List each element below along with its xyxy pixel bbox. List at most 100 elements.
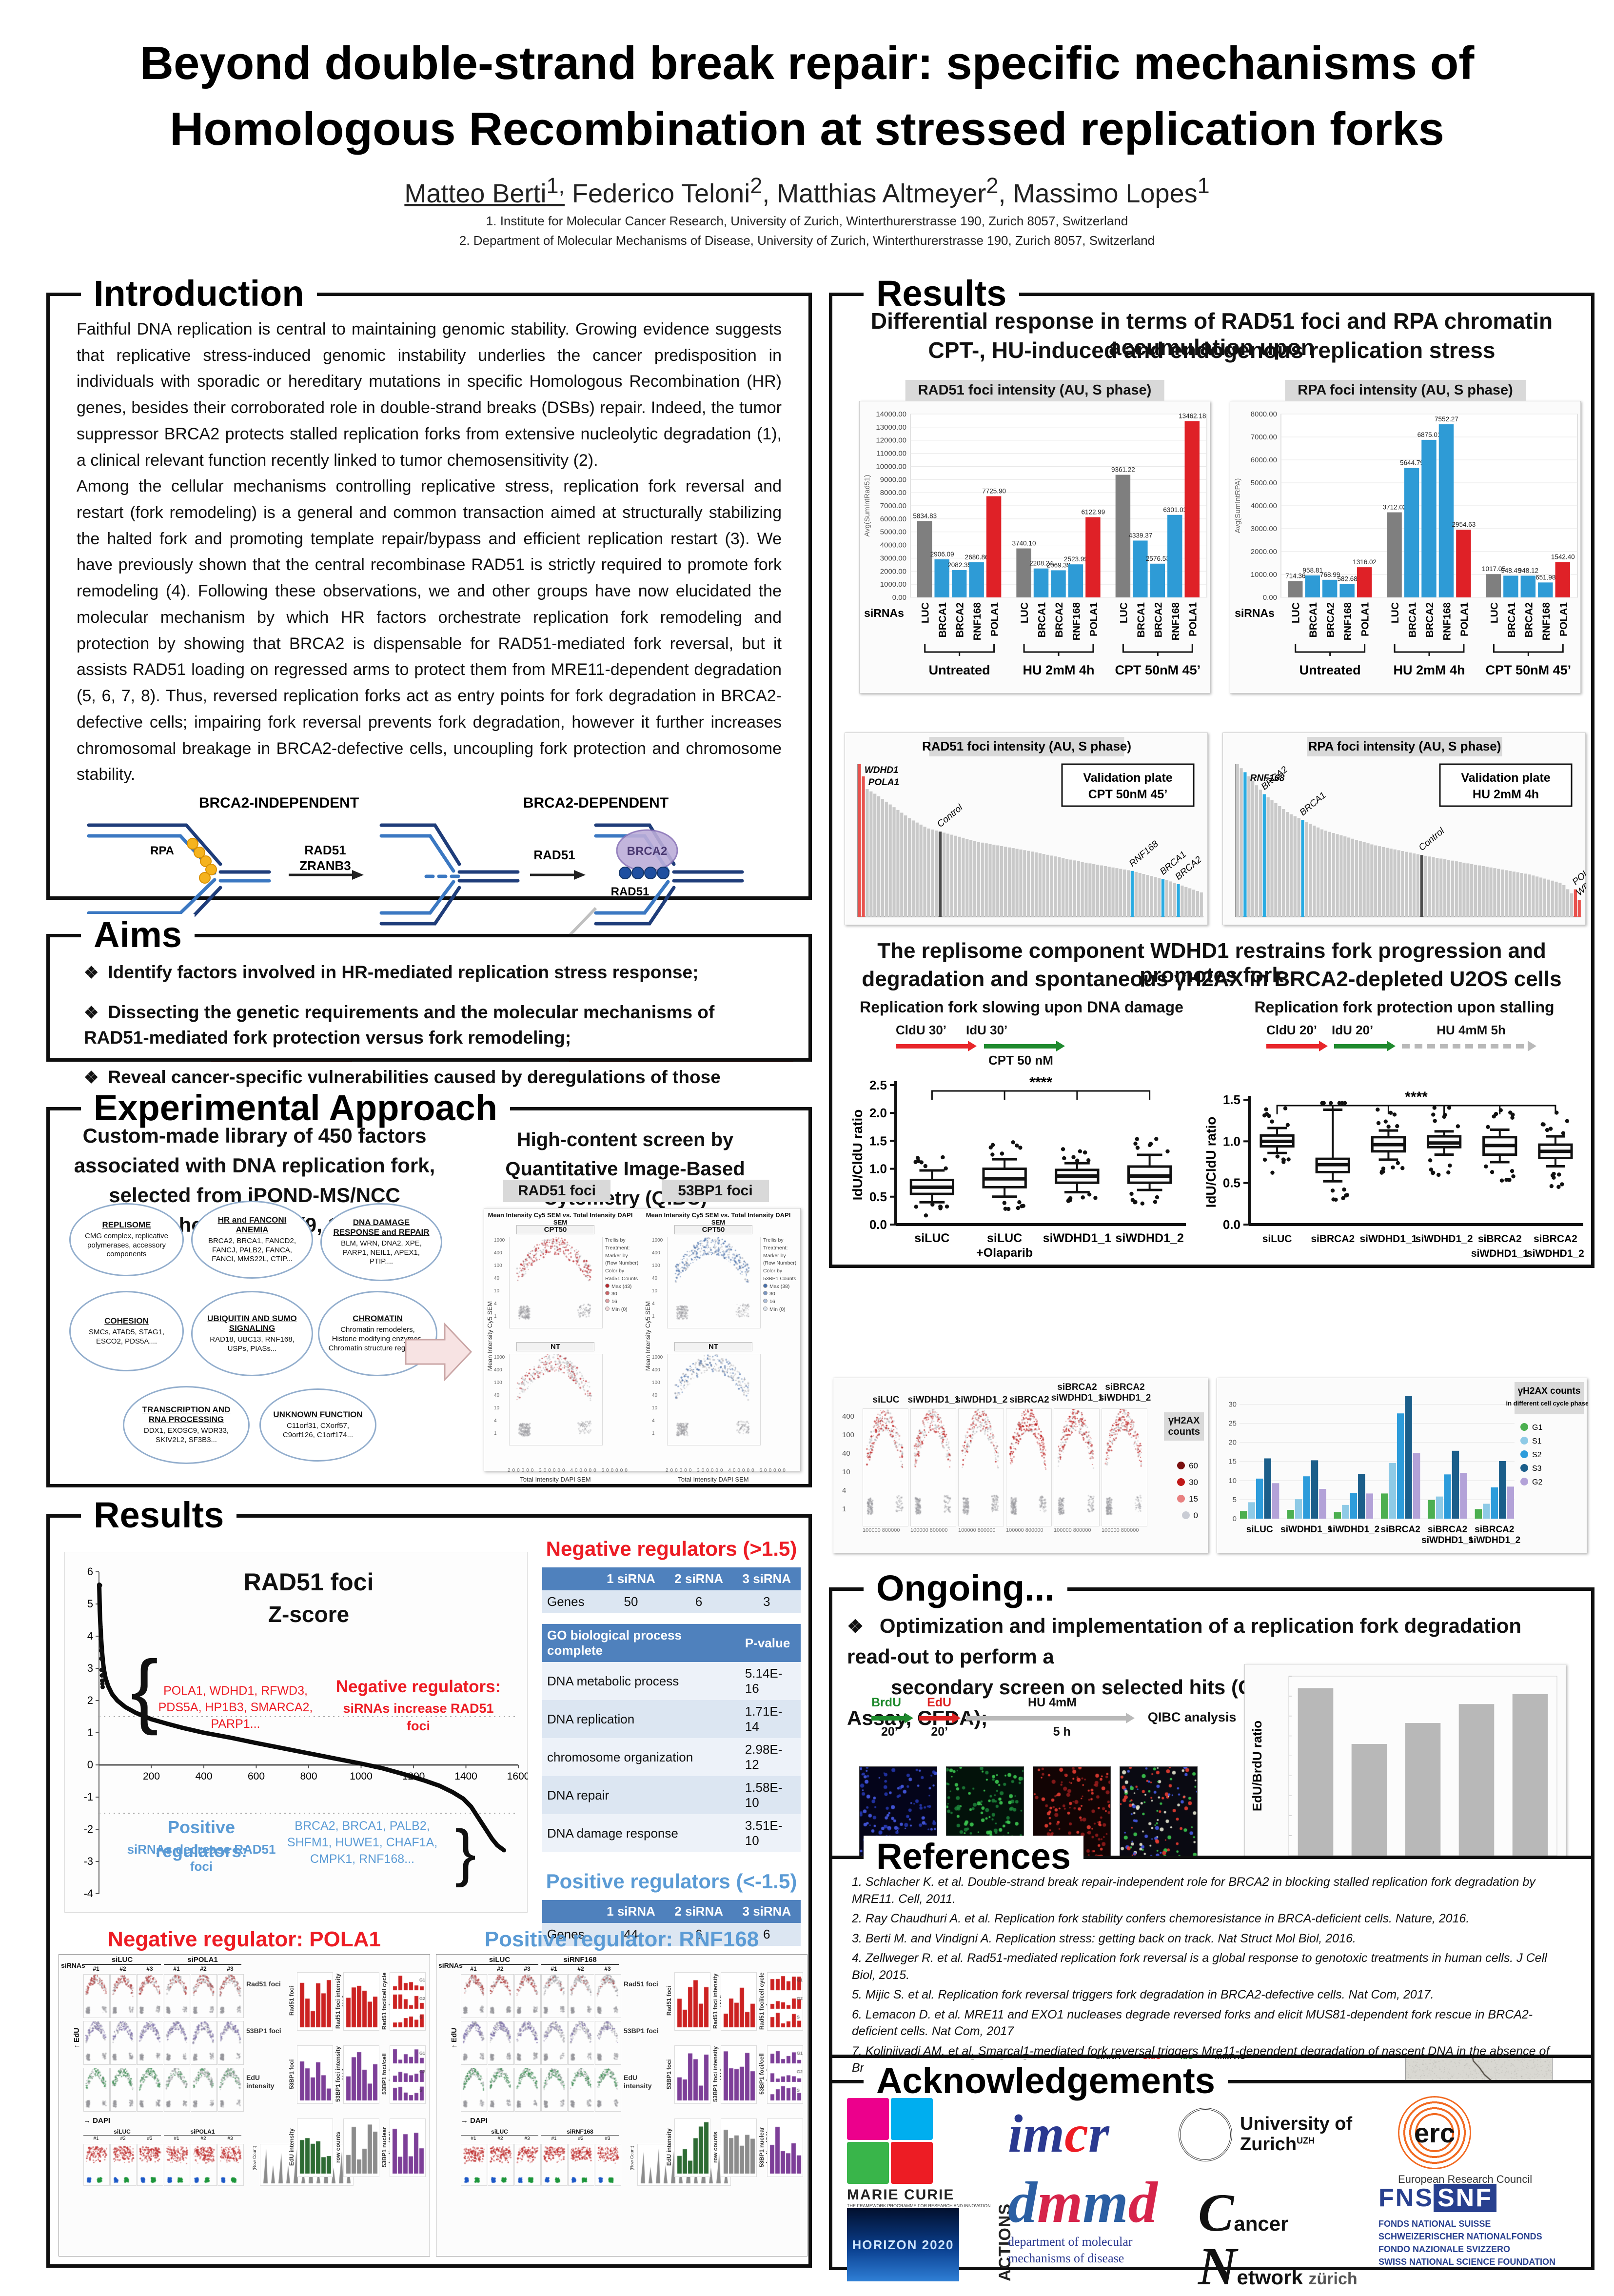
factor-bubble: UBIQUITIN AND SUMO SIGNALING RAD18, UBC13… (191, 1291, 313, 1376)
section-results-screen: Results RAD51 foci Z-score -4 -3 -2 -1 0 1 2 3 4… (46, 1494, 812, 2268)
fork-protection-boxplot: 0.0 0.5 1.0 1.5 IdU/CldU ratio siLUC siBRCA2 si… (1203, 1071, 1588, 1267)
svg-text:LUC: LUC (1291, 602, 1302, 623)
svg-text:BRCA2-DEPENDENT: BRCA2-DEPENDENT (523, 795, 669, 811)
svg-text:BRCA2-INDEPENDENT: BRCA2-INDEPENDENT (199, 795, 359, 811)
svg-text:RAD51: RAD51 (533, 848, 575, 862)
svg-text:RPA: RPA (150, 844, 174, 857)
pola1-validation-panel: Negative regulator: POLA1 siRNAs siLUC siP… (59, 1927, 430, 2256)
svg-text:siLUC: siLUC (987, 1231, 1022, 1245)
rpa-intensity-chart: RPA foci intensity (AU, S phase) 0.00 1000… (1230, 380, 1581, 693)
svg-text:BRCA1: BRCA1 (1407, 602, 1418, 638)
svg-text:9000.00: 9000.00 (880, 475, 906, 484)
qibc-scatter-card: Mean Intensity Cy5 SEM vs. Total Intensi… (484, 1208, 801, 1483)
svg-text:siWDHD1_2: siWDHD1_2 (1115, 1231, 1183, 1245)
acknowledgements-heading: Acknowledgements (864, 2060, 1228, 2101)
rpa-validation-waterfall: RNF168 BRCA2 BRCA1 Control POLA1 WDHD1 RPA foc… (1222, 732, 1607, 925)
go-row: DNA replication 1.71E-14 (542, 1700, 801, 1738)
svg-text:400: 400 (195, 1771, 212, 1782)
svg-text:3000.00: 3000.00 (1251, 525, 1277, 533)
svg-text:RNF168: RNF168 (1127, 839, 1161, 869)
factor-bubble: HR and FANCONI ANEMIA BRCA2, BRCA1, FANCD… (191, 1201, 313, 1279)
svg-text:HU 2mM 4h: HU 2mM 4h (1023, 663, 1094, 677)
affiliation-2: 2. Department of Molecular Mechanisms of… (459, 233, 1155, 248)
svg-text:siWDHD1_2: siWDHD1_2 (1328, 1524, 1380, 1535)
experimental-approach-heading: Experimental Approach (81, 1087, 510, 1128)
negative-note-2: siRNAs increase RAD51 foci (343, 1701, 494, 1734)
svg-text:siRNAs: siRNAs (1235, 607, 1275, 619)
reference-item: 2. Ray Chaudhuri A. et al. Replication f… (852, 1912, 1470, 1925)
zscore-title-2: Z-score (268, 1602, 350, 1627)
svg-text:POLA1: POLA1 (989, 602, 1001, 636)
author: Matteo Berti1, (404, 173, 565, 208)
svg-text:WDHD1: WDHD1 (865, 765, 899, 775)
svg-text:1: 1 (87, 1726, 93, 1739)
svg-text:siWDHD1_1: siWDHD1_1 (1421, 1535, 1474, 1545)
svg-text:2576.53: 2576.53 (1146, 555, 1170, 562)
svg-text:S1: S1 (1532, 1437, 1542, 1445)
svg-text:5644.79: 5644.79 (1400, 459, 1424, 467)
imcr-logo: imcr (1008, 2104, 1109, 2163)
intro-paragraph-2: Among the cellular mechanisms controllin… (77, 477, 782, 784)
poster-title-line1: Beyond double-strand break repair: speci… (139, 37, 1475, 89)
svg-text:siLUC: siLUC (914, 1231, 949, 1245)
svg-text:1600: 1600 (507, 1771, 528, 1782)
aim-item: Dissecting the genetic requirements and … (84, 1000, 774, 1050)
svg-text:11000.00: 11000.00 (877, 450, 906, 458)
negative-genes-list: POLA1, WDHD1, RFWD3, PDS5A, HP1B3, SMARC… (158, 1684, 313, 1731)
svg-text:6301.03: 6301.03 (1163, 506, 1187, 514)
author: Federico Teloni2 (565, 173, 763, 208)
svg-text:6122.99: 6122.99 (1082, 509, 1105, 516)
svg-text:Untreated: Untreated (929, 663, 990, 677)
svg-text:siLUC: siLUC (1246, 1524, 1273, 1535)
intro-paragraph-1: Faithful DNA replication is central to m… (77, 320, 782, 470)
svg-text:siWDHD1_2: siWDHD1_2 (1527, 1248, 1584, 1259)
svg-text:S3: S3 (1532, 1465, 1542, 1473)
svg-text:BRCA1: BRCA1 (1298, 790, 1328, 818)
svg-text:RNF168: RNF168 (1250, 773, 1285, 783)
gh2ax-counts-chart: 0 5 10 15 20 25 30 siLUC siWDHD1_1 siWDHD1_2 siBRC… (1217, 1378, 1593, 1553)
merge-image (1120, 1766, 1198, 1864)
svg-text:582.68: 582.68 (1337, 575, 1357, 583)
svg-text:siWDHD1_1: siWDHD1_1 (1359, 1233, 1417, 1245)
svg-text:LUC: LUC (1118, 602, 1129, 623)
svg-text:BRCA2: BRCA2 (1523, 602, 1535, 637)
rad51-intensity-chart: RAD51 foci intensity (AU, S phase) 0.00 10… (859, 380, 1210, 693)
svg-text:CPT 50nM 45’: CPT 50nM 45’ (1088, 788, 1168, 801)
svg-text:0.5: 0.5 (869, 1189, 887, 1204)
svg-text:siWDHD1_1: siWDHD1_1 (1471, 1248, 1529, 1259)
svg-text:LUC: LUC (1489, 602, 1500, 623)
snf-logo: FNS SNF FONDS NATIONAL SUISSE SCHWEIZERISC… (1378, 2184, 1556, 2267)
svg-text:0.00: 0.00 (892, 594, 906, 602)
svg-text:in different cell cycle phases: in different cell cycle phases (1506, 1400, 1588, 1407)
svg-text:12000.00: 12000.00 (876, 436, 906, 445)
svg-text:2.0: 2.0 (869, 1106, 887, 1120)
svg-text:POLA1: POLA1 (1459, 602, 1470, 636)
svg-text:1000.00: 1000.00 (1251, 571, 1277, 579)
svg-text:10: 10 (1228, 1477, 1237, 1485)
svg-text:0.00: 0.00 (1263, 594, 1277, 602)
svg-text:BRCA2: BRCA2 (1153, 602, 1164, 637)
53bp1-foci-chip: 53BP1 foci (662, 1180, 769, 1202)
svg-text:BRCA2: BRCA2 (1325, 602, 1337, 637)
rad51-foci-chip: RAD51 foci (503, 1180, 610, 1202)
svg-text:siBRCA2: siBRCA2 (1475, 1524, 1514, 1535)
svg-text:siBRCA2: siBRCA2 (1381, 1524, 1420, 1535)
results-title-2: CPT-, HU-induced and endogenous replicat… (928, 337, 1496, 363)
svg-text:1.5: 1.5 (869, 1133, 887, 1148)
svg-text:Validation plate: Validation plate (1083, 771, 1172, 785)
svg-text:2906.09: 2906.09 (930, 551, 954, 558)
slowing-protocol: CldU 30’ IdU 30’ CPT 50 nM (896, 1023, 1065, 1068)
marie-curie-logo: MARIE CURIE THE FRAMEWORK PROGRAMME FOR … (847, 2098, 1015, 2281)
svg-text:RAD51: RAD51 (611, 885, 650, 898)
results-right-heading: Results (864, 273, 1020, 314)
svg-text:RAD51: RAD51 (304, 843, 346, 857)
horizon-2020-logo: HORIZON 2020 (847, 2208, 959, 2281)
svg-text:8000.00: 8000.00 (880, 489, 906, 497)
rad51-validation-waterfall: WDHD1 POLA1 Control RNF168 BRCA1 BRCA2 RAD51 f… (845, 732, 1208, 925)
factor-bubble: COHESION SMCs, ATAD5, STAG1, ESCO2, PDS5A… (69, 1291, 184, 1371)
results-title-1: Differential response in terms of RAD51 … (870, 308, 1553, 360)
results-left-heading: Results (81, 1494, 237, 1536)
svg-text:3: 3 (87, 1662, 93, 1674)
svg-text:651.98: 651.98 (1535, 574, 1555, 581)
dmmd-logo: dmmd department of molecular mechanisms o… (1008, 2170, 1158, 2265)
